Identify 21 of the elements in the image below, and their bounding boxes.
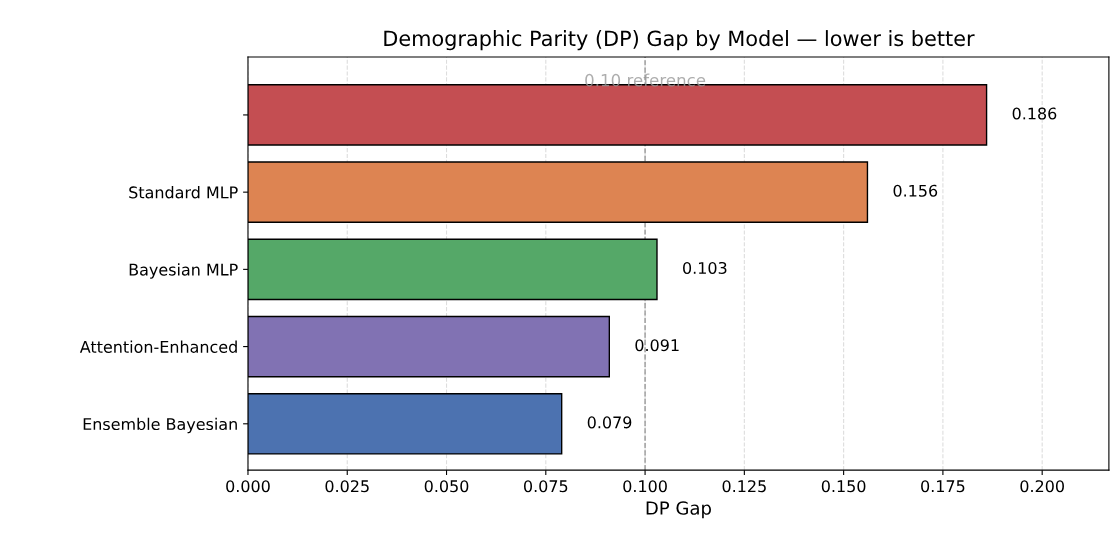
x-tick-label: 0.150 [821, 480, 866, 493]
x-tick-label: 0.075 [523, 480, 568, 493]
data-label: 0.091 [635, 339, 679, 352]
x-tick-label: 0.050 [424, 480, 469, 493]
x-tick-label: 0.100 [623, 480, 667, 493]
ref-line-label: 0.10 reference [585, 73, 706, 87]
data-label: 0.186 [1012, 107, 1057, 120]
x-tick-label: 0.175 [921, 480, 965, 493]
x-tick-label: 0.025 [325, 480, 369, 493]
y-tick-label: Bayesian MLP [129, 263, 238, 279]
x-tick-label: 0.200 [1020, 480, 1064, 493]
y-tick-label: Standard MLP [129, 186, 238, 199]
x-tick-label: 0.000 [226, 480, 270, 493]
chart-title: Demographic Parity (DP) Gap by Model — lower is better [384, 30, 975, 51]
x-tick-label: 0.125 [722, 480, 766, 493]
data-label: 0.156 [893, 184, 938, 197]
y-tick-label: Ensemble Bayesian [83, 417, 237, 434]
y-tick-label: Attention-Enhanced [79, 340, 237, 353]
x-axis-title: DP Gap [646, 501, 711, 519]
data-label: 0.103 [683, 261, 727, 274]
data-label: 0.079 [587, 416, 632, 429]
